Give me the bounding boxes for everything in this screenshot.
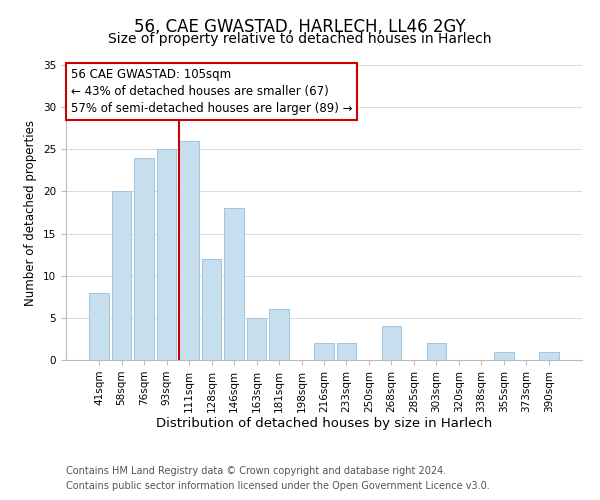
Text: Contains HM Land Registry data © Crown copyright and database right 2024.: Contains HM Land Registry data © Crown c…: [66, 466, 446, 476]
Bar: [179, 141, 199, 360]
Bar: [314, 343, 334, 360]
Bar: [427, 343, 446, 360]
Bar: [382, 326, 401, 360]
Bar: [494, 352, 514, 360]
Y-axis label: Number of detached properties: Number of detached properties: [25, 120, 37, 306]
Text: Size of property relative to detached houses in Harlech: Size of property relative to detached ho…: [108, 32, 492, 46]
Text: 56 CAE GWASTAD: 105sqm
← 43% of detached houses are smaller (67)
57% of semi-det: 56 CAE GWASTAD: 105sqm ← 43% of detached…: [71, 68, 353, 115]
Text: Contains public sector information licensed under the Open Government Licence v3: Contains public sector information licen…: [66, 481, 490, 491]
Text: 56, CAE GWASTAD, HARLECH, LL46 2GY: 56, CAE GWASTAD, HARLECH, LL46 2GY: [134, 18, 466, 36]
Bar: [337, 343, 356, 360]
Bar: [202, 259, 221, 360]
Bar: [269, 310, 289, 360]
Bar: [89, 292, 109, 360]
Bar: [157, 150, 176, 360]
Bar: [539, 352, 559, 360]
Bar: [247, 318, 266, 360]
X-axis label: Distribution of detached houses by size in Harlech: Distribution of detached houses by size …: [156, 418, 492, 430]
Bar: [112, 192, 131, 360]
Bar: [134, 158, 154, 360]
Bar: [224, 208, 244, 360]
